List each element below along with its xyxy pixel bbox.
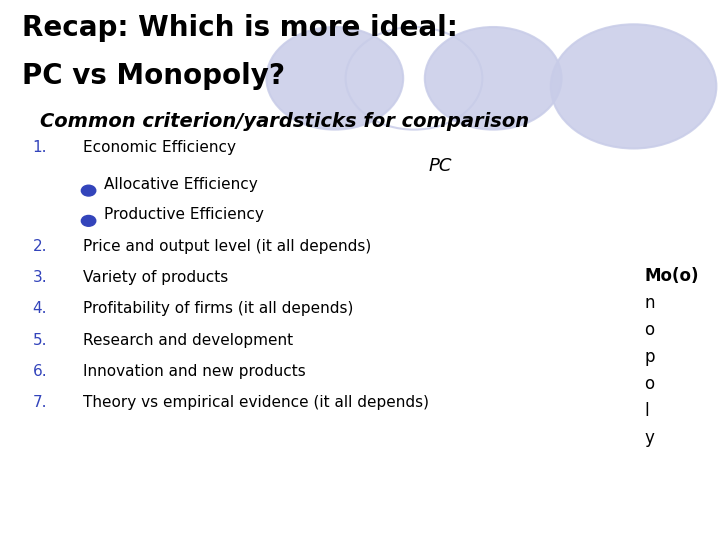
Text: 2.: 2.	[32, 239, 47, 254]
Text: PC: PC	[428, 157, 452, 174]
Text: Mo(o): Mo(o)	[644, 267, 699, 285]
Text: Economic Efficiency: Economic Efficiency	[83, 140, 236, 156]
Circle shape	[81, 215, 96, 226]
Ellipse shape	[425, 27, 562, 130]
Text: Recap: Which is more ideal:: Recap: Which is more ideal:	[22, 14, 457, 42]
Text: Allocative Efficiency: Allocative Efficiency	[104, 177, 258, 192]
Text: Common criterion/yardsticks for comparison: Common criterion/yardsticks for comparis…	[40, 112, 528, 131]
Text: Variety of products: Variety of products	[83, 270, 228, 285]
Text: l: l	[644, 402, 649, 420]
Text: 1.: 1.	[32, 140, 47, 156]
Circle shape	[81, 185, 96, 196]
Text: o: o	[644, 375, 654, 393]
Text: 4.: 4.	[32, 301, 47, 316]
Text: Profitability of firms (it all depends): Profitability of firms (it all depends)	[83, 301, 354, 316]
Ellipse shape	[266, 27, 403, 130]
Text: 6.: 6.	[32, 364, 47, 379]
Text: y: y	[644, 429, 654, 447]
Text: Productive Efficiency: Productive Efficiency	[104, 207, 264, 222]
Text: 7.: 7.	[32, 395, 47, 410]
Text: 5.: 5.	[32, 333, 47, 348]
Text: n: n	[644, 294, 655, 312]
Text: PC vs Monopoly?: PC vs Monopoly?	[22, 62, 284, 90]
Ellipse shape	[551, 24, 716, 149]
Text: 3.: 3.	[32, 270, 47, 285]
Text: Price and output level (it all depends): Price and output level (it all depends)	[83, 239, 371, 254]
Text: Theory vs empirical evidence (it all depends): Theory vs empirical evidence (it all dep…	[83, 395, 429, 410]
Text: p: p	[644, 348, 655, 366]
Text: Research and development: Research and development	[83, 333, 293, 348]
Text: Innovation and new products: Innovation and new products	[83, 364, 305, 379]
Text: o: o	[644, 321, 654, 339]
